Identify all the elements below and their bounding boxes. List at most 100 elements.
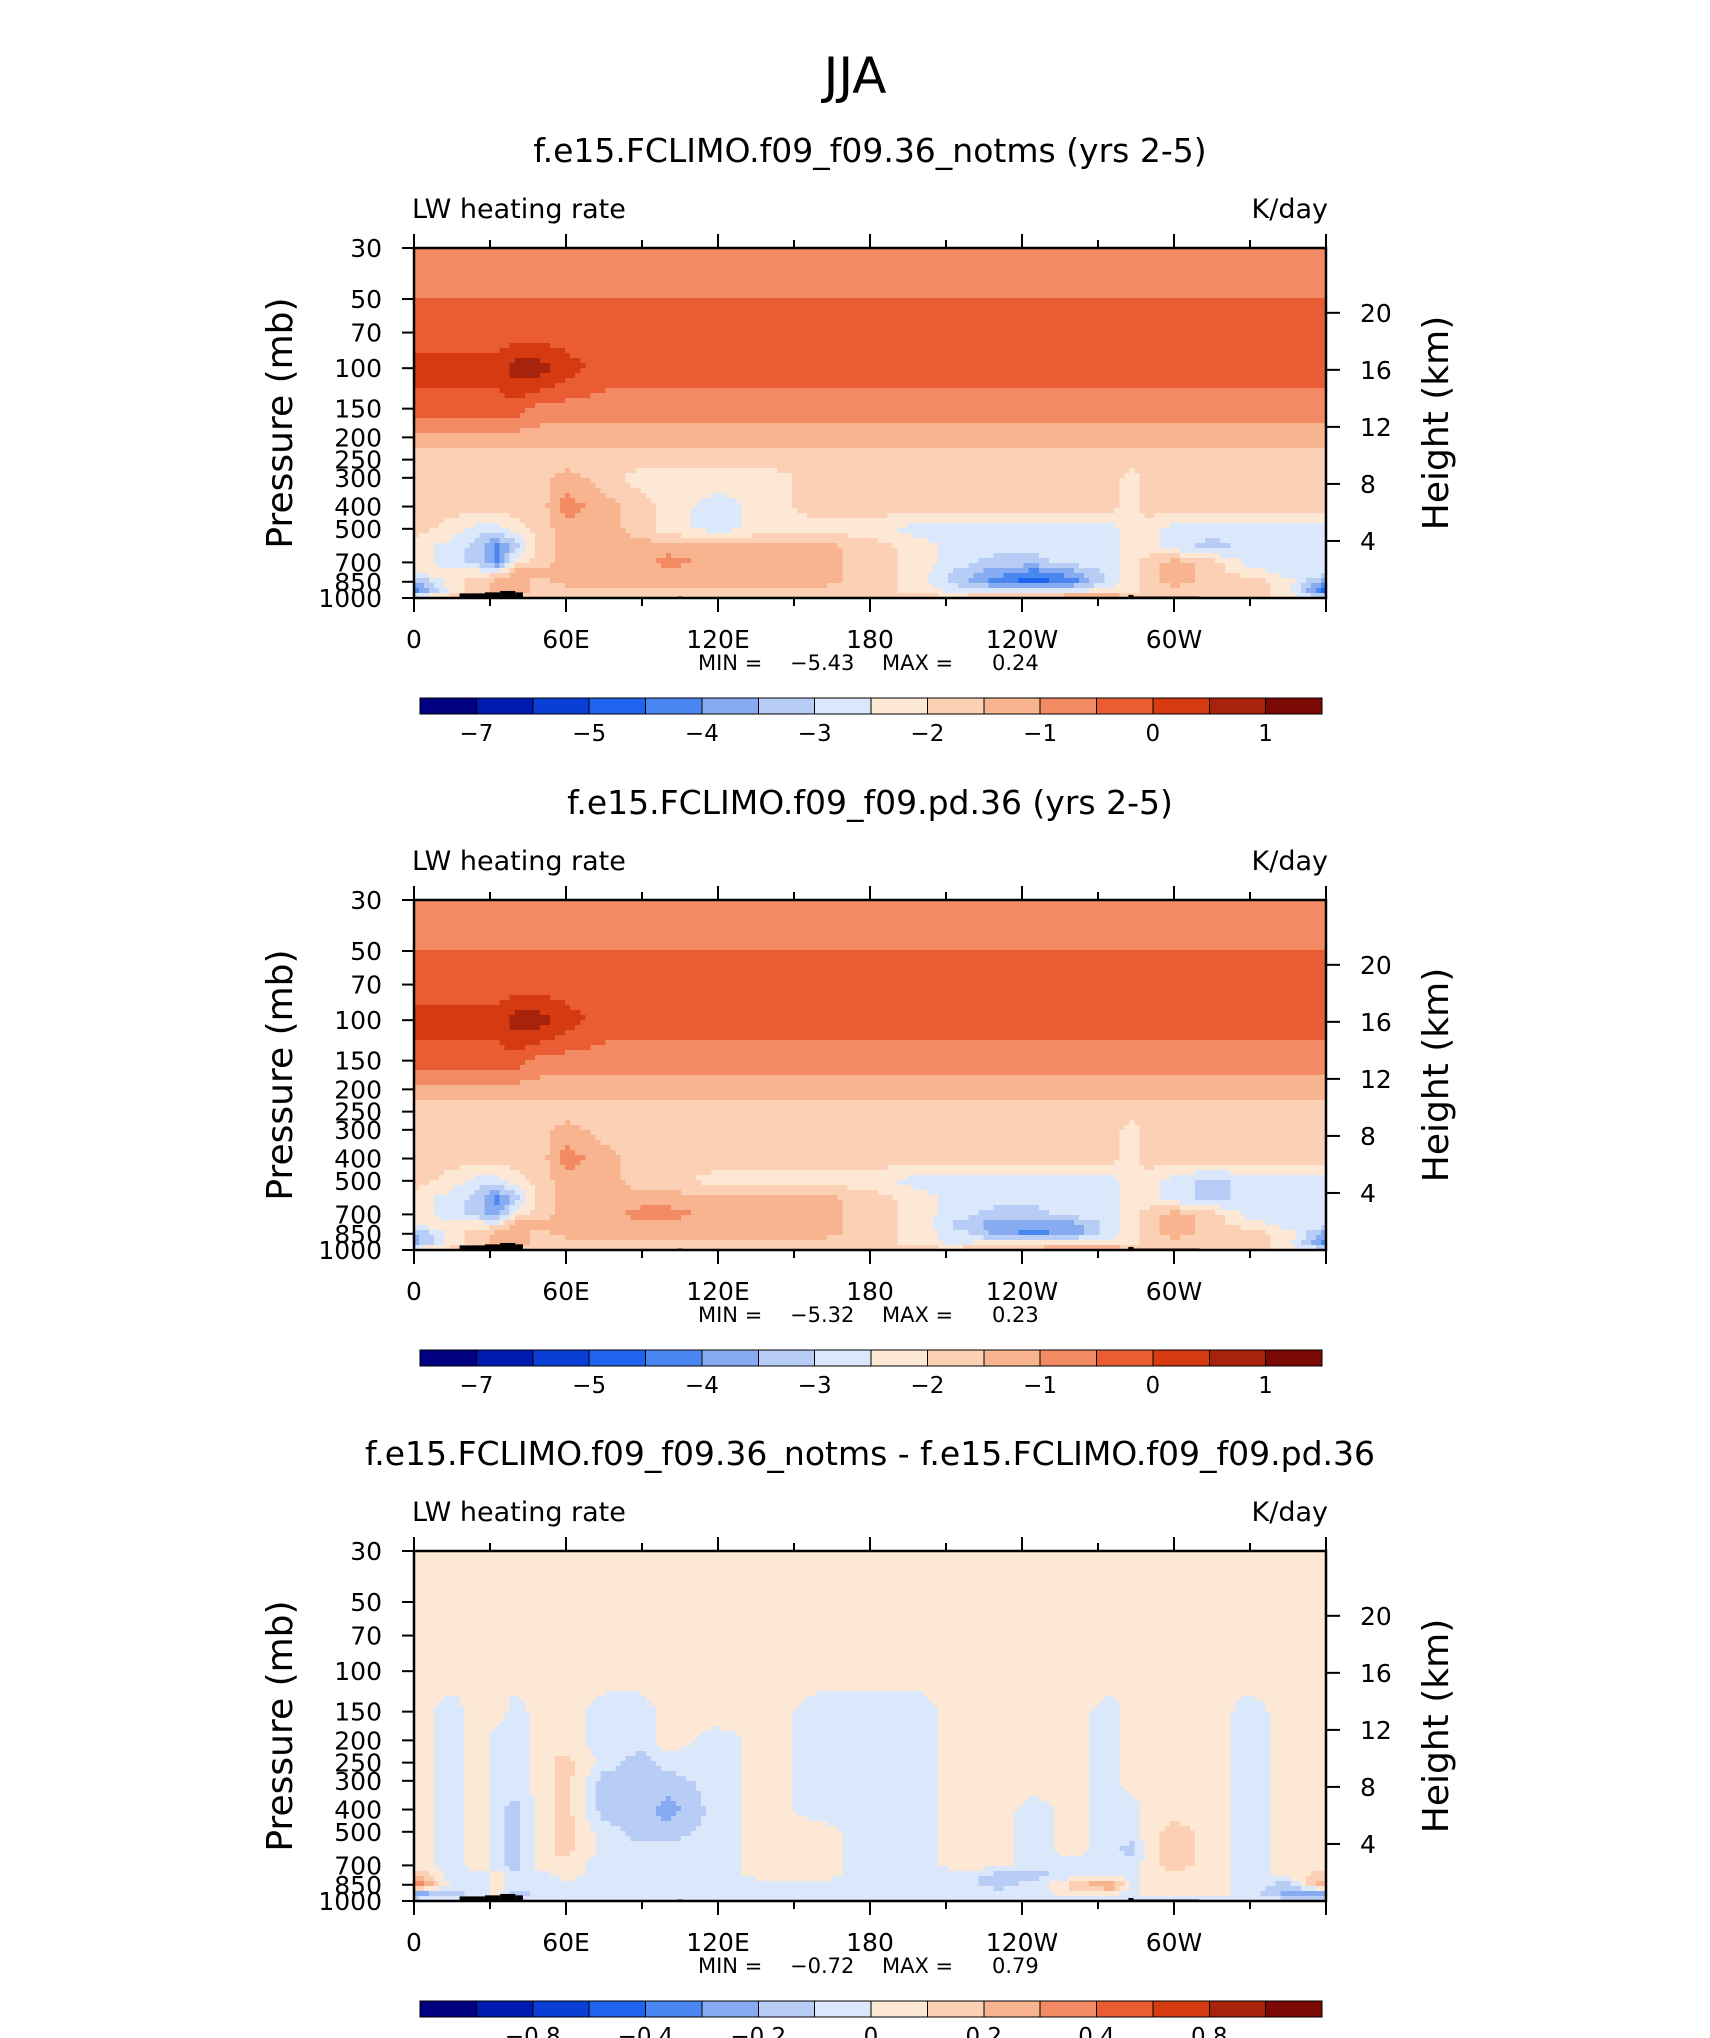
field-cell [1023,288,1030,294]
field-cell [968,318,974,324]
field-cell [817,248,823,254]
field-cell [555,253,561,259]
field-cell [1280,293,1287,299]
field-cell [862,258,869,264]
field-cell [912,333,919,339]
field-cell [781,303,788,309]
field-cell [938,258,944,264]
field-cell [1200,298,1206,304]
field-cell [751,353,758,359]
field-cell [927,288,934,294]
field-cell [1023,298,1030,304]
field-cell [1205,258,1211,264]
field-cell [691,283,697,289]
field-cell [1028,358,1035,364]
field-cell [575,368,581,374]
field-cell [419,378,425,384]
field-cell [857,353,864,359]
field-cell [691,338,697,344]
field-cell [801,303,808,309]
field-cell [771,318,778,324]
field-cell [625,253,632,259]
field-cell [1245,313,1252,319]
field-cell [1210,298,1216,304]
field-cell [464,328,471,334]
field-cell [907,293,914,299]
field-cell [958,288,964,294]
field-cell [539,333,546,339]
field-cell [892,273,899,279]
field-cell [998,373,1005,379]
field-cell [1038,313,1045,319]
field-cell [726,378,733,384]
field-cell [1038,333,1045,339]
field-cell [716,318,722,324]
field-cell [414,358,420,364]
field-cell [645,348,652,354]
field-cell [444,268,450,274]
field-cell [429,358,435,364]
field-cell [1023,273,1030,279]
field-cell [822,293,828,299]
field-cell [1270,258,1277,264]
field-cell [736,313,743,319]
field-cell [998,263,1005,269]
field-cell [509,318,516,324]
field-cell [1205,318,1211,324]
field-cell [600,263,607,269]
field-cell [469,268,476,274]
field-cell [1048,313,1055,319]
field-cell [822,263,828,269]
field-cell [600,298,607,304]
field-cell [580,368,586,374]
field-cell [630,343,637,349]
field-cell [615,308,622,314]
field-cell [1280,263,1287,269]
field-cell [1235,283,1241,289]
field-cell [630,288,637,294]
field-cell [1149,248,1156,254]
field-cell [1210,303,1216,309]
field-cell [479,333,486,339]
field-cell [1164,278,1171,284]
field-cell [1320,268,1327,274]
field-cell [746,268,753,274]
field-cell [932,338,939,344]
field-cell [686,323,692,329]
field-cell [1164,318,1171,324]
field-cell [812,248,818,254]
field-cell [1124,343,1131,349]
field-cell [877,383,884,389]
field-cell [917,288,924,294]
field-cell [1089,348,1095,354]
field-cell [565,303,571,309]
field-cell [444,363,450,369]
field-cell [892,263,899,269]
field-cell [1205,293,1211,299]
field-cell [998,343,1005,349]
field-cell [550,313,556,319]
field-cell [499,248,506,254]
field-cell [1099,288,1105,294]
field-cell [1169,313,1176,319]
field-cell [1220,358,1226,364]
field-cell [1270,348,1277,354]
field-cell [1290,283,1297,289]
field-cell [600,333,607,339]
field-cell [620,348,627,354]
field-cell [676,288,682,294]
field-cell [796,338,803,344]
field-cell [1189,373,1196,379]
field-cell [1164,353,1171,359]
field-cell [1099,303,1105,309]
field-cell [761,363,768,369]
field-cell [660,373,667,379]
field-cell [761,268,768,274]
field-cell [731,268,738,274]
field-cell [650,313,657,319]
field-cell [1290,318,1297,324]
field-cell [807,353,813,359]
field-cell [998,248,1005,254]
field-cell [686,373,692,379]
field-cell [902,253,909,259]
